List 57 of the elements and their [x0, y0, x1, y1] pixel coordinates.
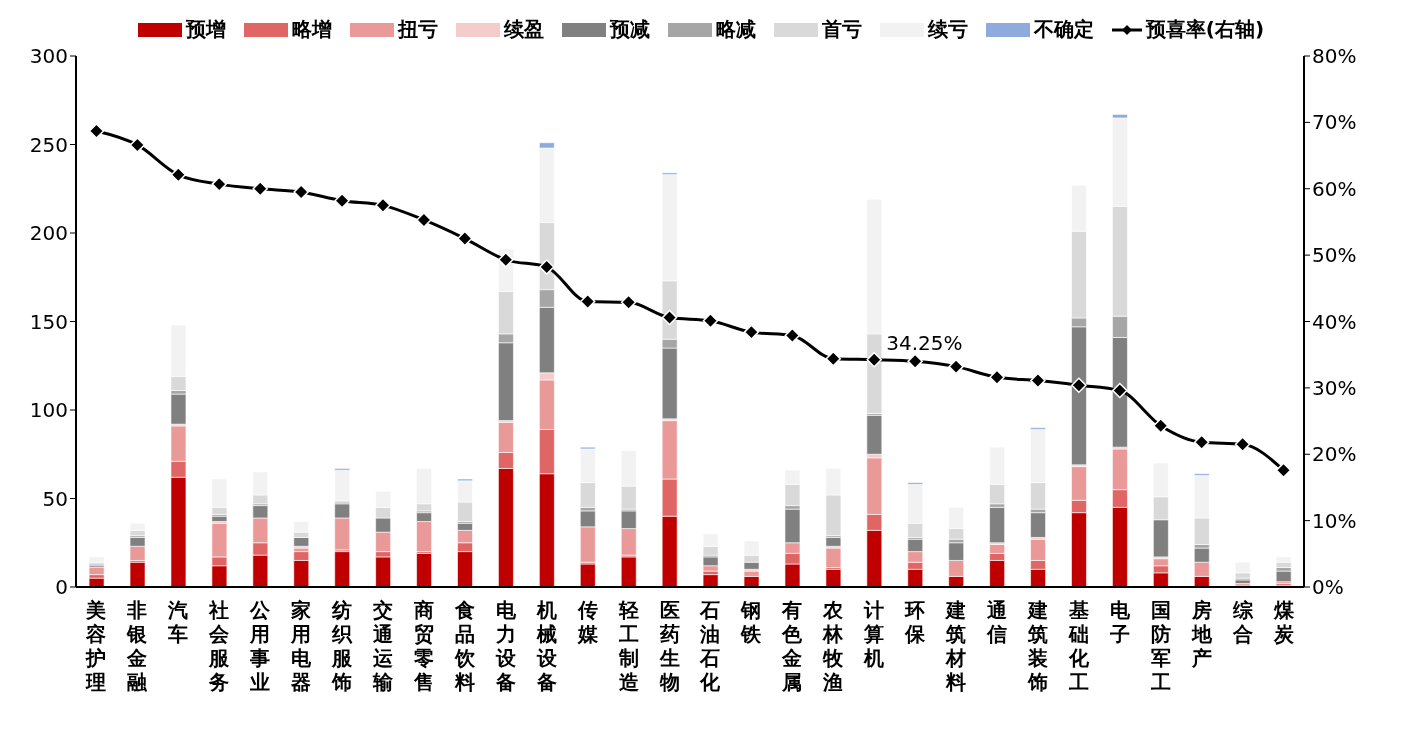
- x-tick-label: 房地产: [1190, 598, 1213, 670]
- y-tick-label: 250: [29, 132, 68, 157]
- x-tick-label: 建筑装饰: [1025, 598, 1048, 694]
- x-tick-label: 社会服务: [208, 598, 231, 694]
- x-tick-label: 家用电器: [290, 598, 313, 694]
- y-tick-label: 0: [55, 575, 68, 600]
- legend-label: 略增: [291, 16, 332, 43]
- legend-label: 续亏: [927, 16, 968, 43]
- x-tick-label: 煤炭: [1272, 598, 1295, 646]
- y2-tick-label: 50%: [1312, 243, 1357, 268]
- y-tick-label: 100: [29, 398, 68, 423]
- x-tick-label: 计算机: [863, 598, 885, 670]
- y2-tick-label: 30%: [1312, 375, 1357, 400]
- x-tick-label: 汽车: [167, 598, 189, 646]
- x-tick-label: 国防军工: [1149, 598, 1171, 694]
- legend-label: 首亏: [821, 16, 862, 43]
- x-tick-label: 环保: [904, 598, 927, 646]
- legend-label: 预喜率(右轴): [1145, 16, 1265, 43]
- y2-tick-label: 20%: [1312, 442, 1357, 467]
- y2-tick-label: 10%: [1312, 508, 1357, 533]
- legend-label: 扭亏: [397, 16, 438, 43]
- x-tick-label: 医药生物: [658, 598, 680, 694]
- legend-label: 预减: [609, 16, 650, 43]
- x-tick-label: 纺织服饰: [331, 598, 354, 694]
- y-tick-label: 50: [42, 486, 68, 511]
- x-tick-label: 建筑材料: [944, 598, 967, 694]
- x-tick-label: 传媒: [576, 598, 599, 646]
- y-tick-label: 200: [29, 221, 68, 246]
- legend-label: 略减: [715, 16, 756, 43]
- x-tick-label: 农林牧渔: [822, 598, 845, 694]
- x-tick-label: 轻工制造: [617, 598, 639, 694]
- x-tick-label: 公用事业: [249, 598, 272, 694]
- x-tick-label: 电子: [1108, 598, 1131, 646]
- x-tick-label: 机械设备: [535, 598, 558, 694]
- x-tick-label: 有色金属: [781, 598, 804, 694]
- x-tick-label: 食品饮料: [453, 598, 476, 694]
- data-label: 34.25%: [886, 330, 963, 355]
- x-tick-label: 通信: [986, 598, 1007, 646]
- y2-tick-label: 80%: [1312, 44, 1357, 69]
- x-tick-label: 非银金融: [126, 598, 149, 694]
- legend-label: 不确定: [1033, 16, 1094, 43]
- y2-tick-label: 70%: [1312, 110, 1357, 135]
- y2-tick-label: 40%: [1312, 309, 1357, 334]
- x-tick-label: 交通运输: [372, 598, 394, 694]
- x-tick-label: 美容护理: [85, 598, 107, 694]
- legend-label: 预增: [185, 16, 226, 43]
- y2-tick-label: 60%: [1312, 176, 1357, 201]
- legend-label: 续盈: [503, 16, 544, 43]
- x-tick-label: 商贸零售: [412, 598, 434, 694]
- y-tick-label: 150: [29, 309, 68, 334]
- x-tick-label: 综合: [1231, 598, 1254, 646]
- x-tick-label: 电力设备: [494, 598, 517, 694]
- y2-tick-label: 0%: [1312, 575, 1344, 600]
- x-tick-label: 石油石化: [699, 598, 722, 694]
- x-tick-label: 基础化工: [1067, 598, 1090, 694]
- x-tick-label: 钢铁: [740, 598, 763, 646]
- y-tick-label: 300: [29, 44, 68, 69]
